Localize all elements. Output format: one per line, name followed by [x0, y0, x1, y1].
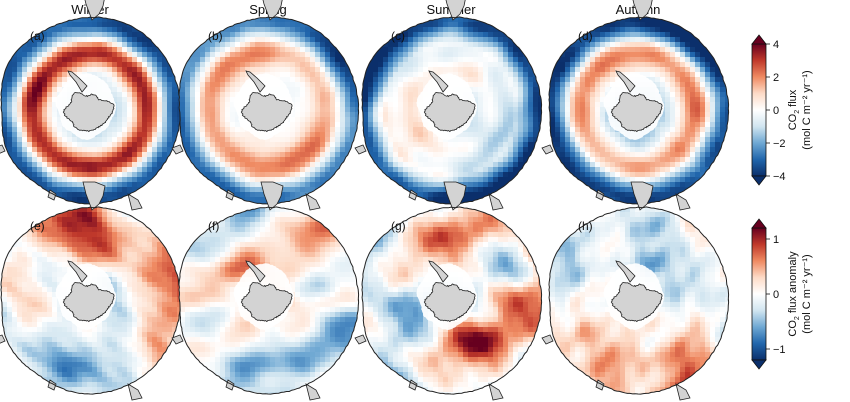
map-outline — [361, 16, 543, 205]
panel-tag: (c) — [391, 29, 405, 43]
panel-tag: (h) — [578, 219, 593, 233]
colorbar-tick-label: 0 — [773, 105, 779, 117]
new-zealand-landmass — [541, 144, 554, 155]
new-zealand-landmass — [354, 144, 367, 155]
south-america-landmass — [260, 181, 284, 211]
africa-landmass — [305, 383, 321, 401]
colorbar-extend-min — [751, 175, 767, 186]
colorbar-tick-label: 4 — [773, 39, 779, 51]
africa-landmass — [127, 383, 143, 401]
map-outline — [0, 16, 182, 205]
south-america-landmass — [632, 0, 653, 21]
map-outline — [178, 206, 360, 395]
map-panel-a: (a) — [0, 0, 182, 211]
south-america-landmass — [630, 181, 654, 211]
colorbar-tick-label: 1 — [773, 234, 779, 246]
colorbar-unit: (mol C m⁻² yr⁻¹) — [801, 254, 813, 333]
panel-tag: (d) — [578, 29, 593, 43]
south-america-landmass — [445, 0, 466, 21]
antarctica-landmass — [610, 92, 663, 133]
map-outline — [361, 206, 543, 395]
new-zealand-landmass — [0, 334, 6, 344]
panel-tag: (b) — [208, 29, 223, 43]
map-panel-e: (e) — [0, 181, 182, 401]
africa-landmass — [675, 383, 691, 401]
south-america-landmass — [84, 0, 105, 21]
map-outline — [178, 16, 360, 205]
panel-tag: (a) — [30, 29, 45, 43]
map-panel-b: (b) — [171, 0, 360, 211]
map-outline — [548, 206, 730, 395]
map-panel-g: (g) — [354, 181, 543, 401]
colorbar-flux: 4 2 0 −2 −4 CO2 flux (mol C m⁻² yr⁻¹) — [751, 34, 813, 186]
africa-landmass — [305, 193, 321, 211]
antarctica-landmass — [62, 92, 115, 133]
new-zealand-landmass — [171, 144, 184, 155]
colorbar-tick-label: −4 — [773, 171, 786, 183]
colorbar-extend-max — [751, 34, 767, 45]
colorbar-tick-label: −1 — [773, 344, 786, 356]
antarctica-landmass — [423, 282, 476, 323]
colorbar-title: CO2 flux anomaly — [787, 251, 801, 337]
new-zealand-landmass — [354, 334, 367, 345]
antarctica-landmass — [423, 92, 476, 133]
new-zealand-landmass — [0, 144, 6, 154]
south-america-landmass — [443, 181, 467, 211]
map-outline — [548, 16, 730, 205]
map-panel-c: (c) — [354, 0, 543, 211]
new-zealand-landmass — [541, 334, 554, 345]
africa-landmass — [488, 383, 504, 401]
africa-landmass — [675, 193, 691, 211]
africa-landmass — [488, 193, 504, 211]
map-panel-d: (d) — [541, 0, 730, 211]
colorbar-tick-label: −2 — [773, 138, 786, 150]
colorbar-title: CO2 flux — [787, 89, 801, 130]
south-america-landmass — [82, 181, 106, 211]
colorbar-extend-max — [751, 218, 767, 229]
colorbar-unit: (mol C m⁻² yr⁻¹) — [801, 70, 813, 149]
map-panel-f: (f) — [171, 181, 360, 401]
new-zealand-landmass — [171, 334, 184, 345]
panel-tag: (g) — [391, 219, 406, 233]
antarctica-landmass — [240, 92, 293, 133]
africa-landmass — [127, 193, 143, 211]
antarctica-landmass — [62, 282, 115, 323]
colorbar-tick-label: 2 — [773, 72, 779, 84]
panel-tag: (f) — [208, 219, 219, 233]
antarctica-landmass — [240, 282, 293, 323]
colorbar-tick-label: 0 — [773, 289, 779, 301]
panel-tag: (e) — [30, 219, 45, 233]
colorbar-extend-min — [751, 359, 767, 370]
map-outline — [0, 206, 182, 395]
map-panel-h: (h) — [541, 181, 730, 401]
antarctica-landmass — [610, 282, 663, 323]
south-america-landmass — [262, 0, 283, 21]
